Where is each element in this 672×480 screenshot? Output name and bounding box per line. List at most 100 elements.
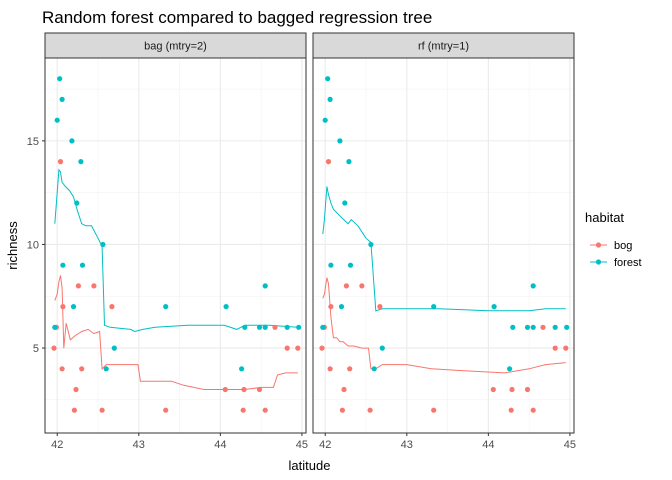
facet-panel: bag (mtry=2) 42 43 44 45 5 10 15 <box>27 32 308 451</box>
data-point-bog <box>347 366 353 372</box>
data-point-forest <box>59 96 65 102</box>
data-point-forest <box>69 138 75 144</box>
data-point-bog <box>552 345 558 351</box>
data-point-bog <box>540 324 546 330</box>
data-point-forest <box>74 200 80 206</box>
data-point-bog <box>325 159 332 165</box>
data-point-forest <box>431 304 437 310</box>
data-point-bog <box>240 407 246 413</box>
data-point-forest <box>379 345 385 351</box>
data-point-bog <box>163 407 169 413</box>
data-point-bog <box>73 386 79 393</box>
legend-label-forest: forest <box>614 257 642 269</box>
y-tick-label: 15 <box>27 136 39 148</box>
legend: habitat bog forest <box>585 210 642 269</box>
y-tick-label: 5 <box>33 343 39 355</box>
data-point-forest <box>284 324 290 330</box>
data-point-bog <box>272 324 278 330</box>
data-point-bog <box>99 407 105 413</box>
data-point-forest <box>346 159 352 165</box>
data-point-forest <box>491 304 497 310</box>
data-point-forest <box>296 324 302 330</box>
facet-strip-label: bag (mtry=2) <box>144 41 207 53</box>
facet-panel: rf (mtry=1) 42 43 44 45 <box>312 32 576 451</box>
x-tick-label: 44 <box>214 439 226 451</box>
x-tick-label: 45 <box>296 439 308 451</box>
data-point-forest <box>60 262 66 268</box>
data-point-bog <box>91 283 97 289</box>
data-point-forest <box>239 366 245 372</box>
data-point-forest <box>552 324 558 330</box>
data-point-forest <box>564 324 570 330</box>
data-point-bog <box>341 386 347 393</box>
data-point-forest <box>262 283 268 289</box>
data-point-bog <box>319 345 325 351</box>
data-point-forest <box>530 324 536 330</box>
x-tick-label: 43 <box>133 439 145 451</box>
data-point-forest <box>337 138 343 144</box>
data-point-bog <box>256 386 263 393</box>
x-tick-label: 43 <box>401 439 413 451</box>
data-point-forest <box>530 283 536 289</box>
legend-label-bog: bog <box>614 240 632 252</box>
data-point-forest <box>322 117 328 123</box>
data-point-bog <box>509 386 515 393</box>
data-point-bog <box>295 345 301 351</box>
data-point-forest <box>111 345 117 351</box>
x-axis-title: latitude <box>289 458 331 473</box>
legend-key-point <box>595 259 602 265</box>
facet-strip-label: rf (mtry=1) <box>418 41 469 53</box>
x-tick-label: 42 <box>319 439 331 451</box>
data-point-forest <box>100 241 106 248</box>
data-point-bog <box>284 345 290 351</box>
data-point-bog <box>328 304 334 310</box>
data-point-bog <box>563 345 569 351</box>
panel-border <box>44 57 307 434</box>
data-point-bog <box>524 386 531 393</box>
data-point-bog <box>377 304 383 310</box>
x-tick-label: 45 <box>564 439 576 451</box>
x-tick-label: 44 <box>482 439 494 451</box>
data-point-bog <box>71 407 77 413</box>
data-point-bog <box>339 407 345 413</box>
x-tick-label: 42 <box>51 439 63 451</box>
data-point-bog <box>79 366 85 372</box>
data-point-forest <box>242 324 248 330</box>
data-point-forest <box>342 200 348 206</box>
data-point-bog <box>241 386 247 393</box>
data-point-bog <box>75 283 81 289</box>
data-point-forest <box>52 324 58 330</box>
data-point-bog <box>327 366 333 372</box>
data-point-forest <box>507 366 513 372</box>
data-point-forest <box>70 304 77 310</box>
data-point-bog <box>508 407 514 413</box>
data-point-forest <box>368 241 374 248</box>
data-point-bog <box>490 386 496 393</box>
data-point-bog <box>60 304 66 310</box>
data-point-forest <box>347 262 354 268</box>
data-point-forest <box>325 76 331 82</box>
data-point-bog <box>59 366 65 372</box>
facet-strip <box>312 32 575 59</box>
data-point-forest <box>163 304 169 310</box>
legend-title: habitat <box>585 210 624 225</box>
data-point-forest <box>338 304 345 310</box>
data-point-forest <box>256 324 263 330</box>
data-point-forest <box>524 324 531 330</box>
legend-key-point <box>595 242 602 248</box>
data-point-forest <box>79 262 86 268</box>
data-point-bog <box>367 407 373 413</box>
y-tick-label: 10 <box>27 239 39 251</box>
facet-strip <box>44 32 307 59</box>
data-point-forest <box>223 304 229 310</box>
data-point-forest <box>510 324 516 330</box>
data-point-forest <box>54 117 60 123</box>
data-point-bog <box>359 283 365 289</box>
data-point-forest <box>327 96 333 102</box>
fit-line-forest <box>54 168 298 333</box>
y-axis-title: richness <box>5 221 20 270</box>
fit-line-forest <box>322 186 566 312</box>
data-point-bog <box>51 345 57 351</box>
data-point-bog <box>343 283 349 289</box>
